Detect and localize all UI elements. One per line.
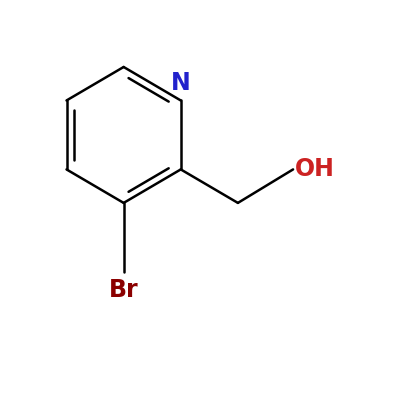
Text: OH: OH <box>295 158 335 181</box>
Text: N: N <box>171 71 191 95</box>
Text: Br: Br <box>109 278 139 302</box>
